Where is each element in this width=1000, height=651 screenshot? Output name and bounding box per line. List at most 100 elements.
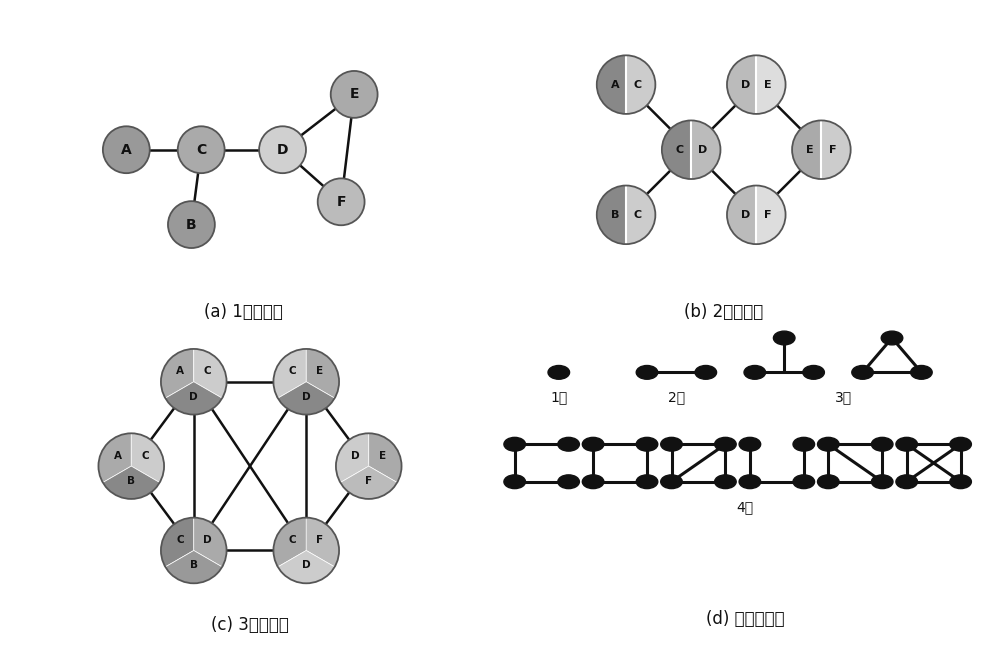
- Wedge shape: [369, 434, 402, 482]
- Circle shape: [178, 126, 225, 173]
- Circle shape: [950, 437, 971, 451]
- Circle shape: [950, 475, 971, 489]
- Wedge shape: [597, 55, 626, 114]
- Text: F: F: [336, 195, 346, 209]
- Text: D: D: [302, 561, 311, 570]
- Text: C: C: [633, 79, 641, 90]
- Text: C: C: [204, 367, 211, 376]
- Circle shape: [793, 475, 815, 489]
- Text: C: C: [196, 143, 206, 157]
- Text: (b) 2阶分子图: (b) 2阶分子图: [684, 303, 763, 322]
- Circle shape: [636, 437, 658, 451]
- Wedge shape: [597, 186, 626, 244]
- Text: D: D: [741, 79, 750, 90]
- Circle shape: [803, 365, 824, 380]
- Circle shape: [695, 365, 717, 380]
- Text: C: C: [289, 367, 296, 376]
- Wedge shape: [306, 349, 339, 398]
- Circle shape: [548, 365, 570, 380]
- Wedge shape: [691, 120, 720, 179]
- Circle shape: [504, 437, 525, 451]
- Wedge shape: [626, 55, 655, 114]
- Circle shape: [582, 475, 604, 489]
- Text: D: D: [277, 143, 288, 157]
- Text: A: A: [176, 367, 184, 376]
- Text: A: A: [121, 143, 132, 157]
- Text: A: A: [611, 79, 619, 90]
- Wedge shape: [662, 120, 691, 179]
- Wedge shape: [336, 434, 369, 482]
- Wedge shape: [165, 551, 222, 583]
- Wedge shape: [103, 466, 160, 499]
- Text: D: D: [698, 145, 707, 155]
- Circle shape: [773, 331, 795, 345]
- Text: E: E: [806, 145, 814, 155]
- Text: B: B: [611, 210, 619, 220]
- Circle shape: [636, 475, 658, 489]
- Wedge shape: [98, 434, 131, 482]
- Circle shape: [103, 126, 150, 173]
- Text: B: B: [186, 217, 197, 232]
- Text: C: C: [633, 210, 641, 220]
- Text: E: E: [349, 87, 359, 102]
- Text: F: F: [829, 145, 836, 155]
- Circle shape: [504, 475, 525, 489]
- Text: C: C: [141, 450, 149, 461]
- Text: C: C: [676, 145, 684, 155]
- Wedge shape: [161, 518, 194, 567]
- Circle shape: [793, 437, 815, 451]
- Text: (c) 3阶分子图: (c) 3阶分子图: [211, 616, 289, 635]
- Wedge shape: [727, 55, 756, 114]
- Circle shape: [739, 475, 761, 489]
- Circle shape: [715, 475, 736, 489]
- Text: 4阶: 4阶: [736, 500, 754, 514]
- Circle shape: [259, 126, 306, 173]
- Circle shape: [911, 365, 932, 380]
- Circle shape: [715, 437, 736, 451]
- Text: (a) 1阶分子图: (a) 1阶分子图: [204, 303, 283, 322]
- Circle shape: [636, 365, 658, 380]
- Circle shape: [852, 365, 873, 380]
- Wedge shape: [165, 381, 222, 415]
- Text: F: F: [316, 535, 324, 545]
- Wedge shape: [821, 120, 851, 179]
- Wedge shape: [194, 518, 227, 567]
- Text: E: E: [316, 367, 324, 376]
- Text: 2阶: 2阶: [668, 391, 685, 404]
- Wedge shape: [194, 349, 227, 398]
- Circle shape: [896, 437, 917, 451]
- Wedge shape: [792, 120, 821, 179]
- Wedge shape: [273, 518, 306, 567]
- Circle shape: [881, 331, 903, 345]
- Circle shape: [744, 365, 766, 380]
- Text: D: D: [741, 210, 750, 220]
- Circle shape: [331, 71, 378, 118]
- Text: F: F: [764, 210, 771, 220]
- Text: B: B: [190, 561, 198, 570]
- Circle shape: [739, 437, 761, 451]
- Wedge shape: [161, 349, 194, 398]
- Text: A: A: [113, 450, 121, 461]
- Text: B: B: [127, 476, 135, 486]
- Circle shape: [871, 437, 893, 451]
- Text: E: E: [379, 450, 386, 461]
- Circle shape: [168, 201, 215, 248]
- Text: F: F: [365, 476, 372, 486]
- Circle shape: [661, 437, 682, 451]
- Wedge shape: [626, 186, 655, 244]
- Circle shape: [661, 475, 682, 489]
- Wedge shape: [306, 518, 339, 567]
- Circle shape: [558, 475, 579, 489]
- Text: (d) 高阶子结构: (d) 高阶子结构: [706, 610, 784, 628]
- Circle shape: [558, 437, 579, 451]
- Wedge shape: [131, 434, 164, 482]
- Text: C: C: [289, 535, 296, 545]
- Circle shape: [818, 475, 839, 489]
- Circle shape: [582, 437, 604, 451]
- Text: D: D: [351, 450, 359, 461]
- Circle shape: [871, 475, 893, 489]
- Text: 1阶: 1阶: [550, 391, 567, 404]
- Text: D: D: [302, 391, 311, 402]
- Circle shape: [896, 475, 917, 489]
- Text: E: E: [764, 79, 771, 90]
